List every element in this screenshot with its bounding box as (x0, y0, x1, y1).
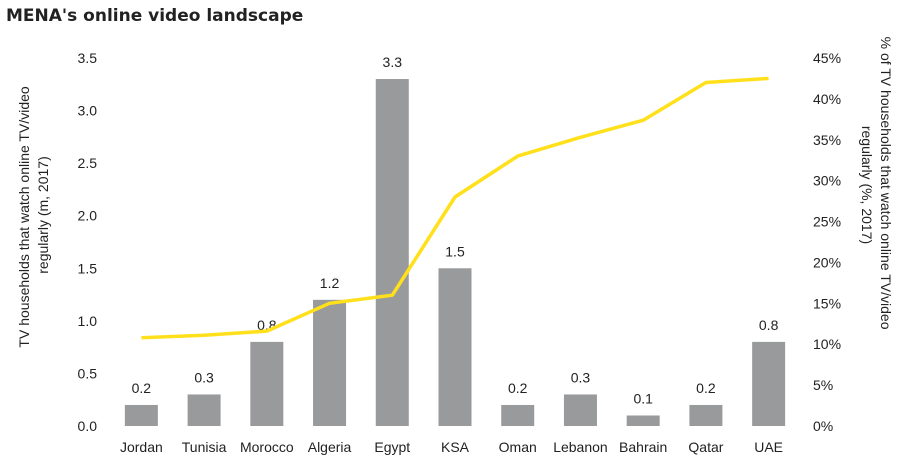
bar (313, 299, 347, 426)
right-tick-label: 0% (813, 418, 833, 434)
left-tick-label: 1.5 (78, 260, 98, 276)
bar (250, 341, 284, 426)
left-tick-label: 3.5 (78, 50, 98, 66)
right-axis-label: % of TV households that watch online TV/… (859, 37, 894, 334)
x-tick-label: Jordan (120, 439, 163, 455)
bar (438, 268, 472, 426)
right-axis-ticks: 0% 5% 10% 15% 20% 25% 30% 35% 40% 45% (813, 50, 841, 434)
x-tick-label: Bahrain (619, 439, 667, 455)
x-tick-label: Lebanon (553, 439, 608, 455)
x-tick-label: Algeria (308, 439, 352, 455)
right-tick-label: 45% (813, 50, 841, 66)
bar-value-label: 0.3 (194, 369, 214, 385)
bar-value-label: 0.2 (696, 380, 716, 396)
chart-title: MENA's online video landscape (6, 6, 303, 26)
bar-value-label: 1.5 (445, 243, 465, 259)
bar (563, 394, 597, 426)
right-axis-label-line-1: % of TV households that watch online TV/… (878, 37, 894, 330)
left-tick-label: 2.0 (78, 208, 98, 224)
line-series-path (141, 76, 769, 340)
bar (187, 394, 221, 426)
left-tick-label: 0.0 (78, 418, 98, 434)
x-tick-label: UAE (754, 439, 783, 455)
bar (689, 404, 723, 426)
bar-value-label: 0.8 (759, 317, 779, 333)
left-tick-label: 0.5 (78, 365, 98, 381)
right-tick-label: 40% (813, 91, 841, 107)
bar (124, 404, 158, 426)
right-tick-label: 20% (813, 254, 841, 270)
line-series (141, 76, 769, 340)
bar-value-label: 0.2 (508, 380, 528, 396)
right-axis-label-line-2: regularly (%, 2017) (859, 126, 875, 244)
right-tick-label: 10% (813, 336, 841, 352)
bar (375, 79, 409, 427)
bar-value-label: 0.2 (132, 380, 152, 396)
x-tick-label: Tunisia (182, 439, 227, 455)
bar (752, 341, 786, 426)
left-axis-label-line-2: regularly (m, 2017) (35, 156, 51, 274)
bar-value-label: 3.3 (383, 54, 403, 70)
bar (626, 415, 660, 426)
left-axis-label-line-1: TV households that watch online TV/video (16, 86, 32, 347)
right-tick-label: 15% (813, 295, 841, 311)
x-tick-label: KSA (441, 439, 470, 455)
bar-value-label: 0.1 (633, 390, 653, 406)
right-tick-label: 5% (813, 377, 833, 393)
left-tick-label: 2.5 (78, 155, 98, 171)
x-axis-ticks: Jordan Tunisia Morocco Algeria Egypt KSA Oman L… (120, 439, 783, 455)
x-tick-label: Morocco (240, 439, 294, 455)
bar-series (124, 79, 786, 427)
x-tick-label: Qatar (688, 439, 723, 455)
bar-value-label: 0.3 (571, 369, 591, 385)
left-axis-label: TV households that watch online TV/video… (16, 82, 51, 347)
bar-value-label: 1.2 (320, 275, 340, 291)
left-axis-ticks: 0.0 0.5 1.0 1.5 2.0 2.5 3.0 3.5 (78, 50, 98, 434)
left-tick-label: 1.0 (78, 313, 98, 329)
bar (501, 404, 535, 426)
right-tick-label: 25% (813, 214, 841, 230)
bar-data-labels: 0.20.30.81.23.31.50.20.30.10.20.8 (132, 54, 779, 406)
left-tick-label: 3.0 (78, 103, 98, 119)
right-tick-label: 30% (813, 173, 841, 189)
x-tick-label: Oman (499, 439, 537, 455)
x-tick-label: Egypt (374, 439, 410, 455)
right-tick-label: 35% (813, 132, 841, 148)
